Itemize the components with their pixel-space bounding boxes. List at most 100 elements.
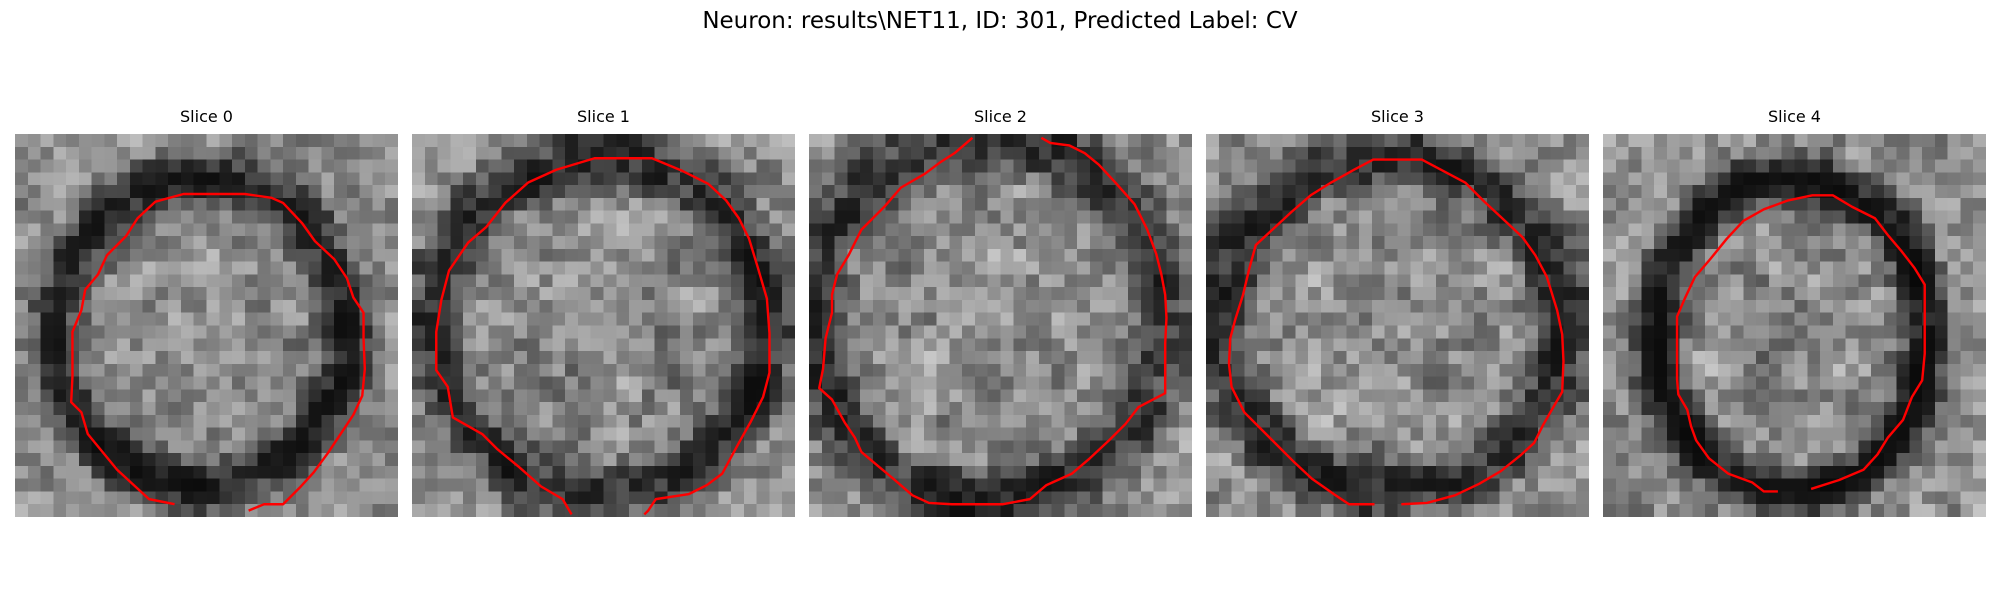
pixel-cell (1756, 185, 1770, 199)
pixel-cell (1960, 172, 1974, 186)
pixel-cell (1705, 261, 1719, 275)
pixel-cell (1269, 197, 1283, 211)
pixel-cell (206, 159, 220, 173)
pixel-cell (1486, 363, 1500, 377)
pixel-cell (923, 478, 937, 492)
pixel-cell (1077, 287, 1091, 301)
pixel-cell (692, 338, 706, 352)
pixel-cell (412, 465, 426, 479)
pixel-cell (142, 465, 156, 479)
pixel-cell (1512, 440, 1526, 454)
pixel-cell (936, 274, 950, 288)
pixel-cell (78, 185, 92, 199)
pixel-cell (1781, 185, 1795, 199)
pixel-cell (1346, 351, 1360, 365)
pixel-cell (232, 338, 246, 352)
pixel-cell (987, 414, 1001, 428)
pixel-cell (1435, 274, 1449, 288)
pixel-cell (911, 338, 925, 352)
pixel-cell (372, 491, 386, 505)
pixel-cell (603, 478, 617, 492)
pixel-cell (40, 376, 54, 390)
pixel-cell (1153, 223, 1167, 237)
pixel-cell (321, 376, 335, 390)
pixel-cell (1525, 210, 1539, 224)
pixel-cell (1179, 134, 1192, 148)
pixel-cell (15, 325, 29, 339)
pixel-cell (731, 248, 745, 262)
pixel-cell (1166, 351, 1180, 365)
pixel-cell (923, 223, 937, 237)
pixel-cell (244, 210, 258, 224)
pixel-cell (962, 440, 976, 454)
pixel-cell (129, 185, 143, 199)
pixel-cell (1244, 478, 1258, 492)
pixel-cell (15, 287, 29, 301)
pixel-cell (860, 325, 874, 339)
pixel-cell (1026, 465, 1040, 479)
pixel-cell (1077, 325, 1091, 339)
pixel-cell (1282, 312, 1296, 326)
pixel-cell (1423, 338, 1437, 352)
pixel-cell (923, 185, 937, 199)
pixel-cell (885, 376, 899, 390)
pixel-cell (731, 402, 745, 416)
pixel-cell (1244, 427, 1258, 441)
pixel-cell (1000, 197, 1014, 211)
pixel-cell (872, 504, 886, 517)
pixel-cell (526, 338, 540, 352)
pixel-cell (1423, 134, 1437, 148)
pixel-cell (1051, 299, 1065, 313)
pixel-cell (1756, 287, 1770, 301)
pixel-cell (1128, 376, 1142, 390)
pixel-cell (1257, 440, 1271, 454)
pixel-cell (860, 197, 874, 211)
pixel-cell (334, 440, 348, 454)
pixel-cell (1973, 414, 1986, 428)
pixel-cell (1909, 197, 1923, 211)
pixel-cell (718, 427, 732, 441)
pixel-cell (1000, 274, 1014, 288)
pixel-cell (1576, 440, 1589, 454)
pixel-cell (1603, 351, 1617, 365)
pixel-cell (1641, 159, 1655, 173)
pixel-cell (308, 312, 322, 326)
pixel-cell (27, 185, 41, 199)
pixel-cell (1563, 223, 1577, 237)
pixel-cell (847, 197, 861, 211)
slice-panel-0: Slice 0 (15, 107, 398, 517)
pixel-cell (78, 427, 92, 441)
pixel-cell (565, 172, 579, 186)
pixel-cell (1679, 351, 1693, 365)
pixel-cell (1563, 248, 1577, 262)
pixel-cell (40, 465, 54, 479)
pixel-cell (1102, 299, 1116, 313)
pixel-cell (565, 146, 579, 160)
pixel-cell (1308, 363, 1322, 377)
pixel-cell (129, 376, 143, 390)
pixel-cell (1858, 287, 1872, 301)
pixel-cell (372, 261, 386, 275)
pixel-cell (321, 274, 335, 288)
pixel-cell (1089, 210, 1103, 224)
pixel-cell (488, 261, 502, 275)
pixel-cell (680, 402, 694, 416)
pixel-cell (1845, 312, 1859, 326)
pixel-cell (78, 312, 92, 326)
pixel-cell (821, 363, 835, 377)
pixel-cell (1820, 325, 1834, 339)
pixel-cell (603, 159, 617, 173)
pixel-cell (1346, 440, 1360, 454)
pixel-cell (616, 248, 630, 262)
pixel-cell (590, 478, 604, 492)
pixel-cell (1615, 363, 1629, 377)
pixel-cell (1845, 338, 1859, 352)
pixel-cell (1883, 491, 1897, 505)
pixel-cell (270, 453, 284, 467)
pixel-cell (1756, 299, 1770, 313)
pixel-cell (1807, 146, 1821, 160)
pixel-cell (78, 210, 92, 224)
pixel-cell (1026, 338, 1040, 352)
pixel-cell (1013, 185, 1027, 199)
pixel-cell (1423, 389, 1437, 403)
